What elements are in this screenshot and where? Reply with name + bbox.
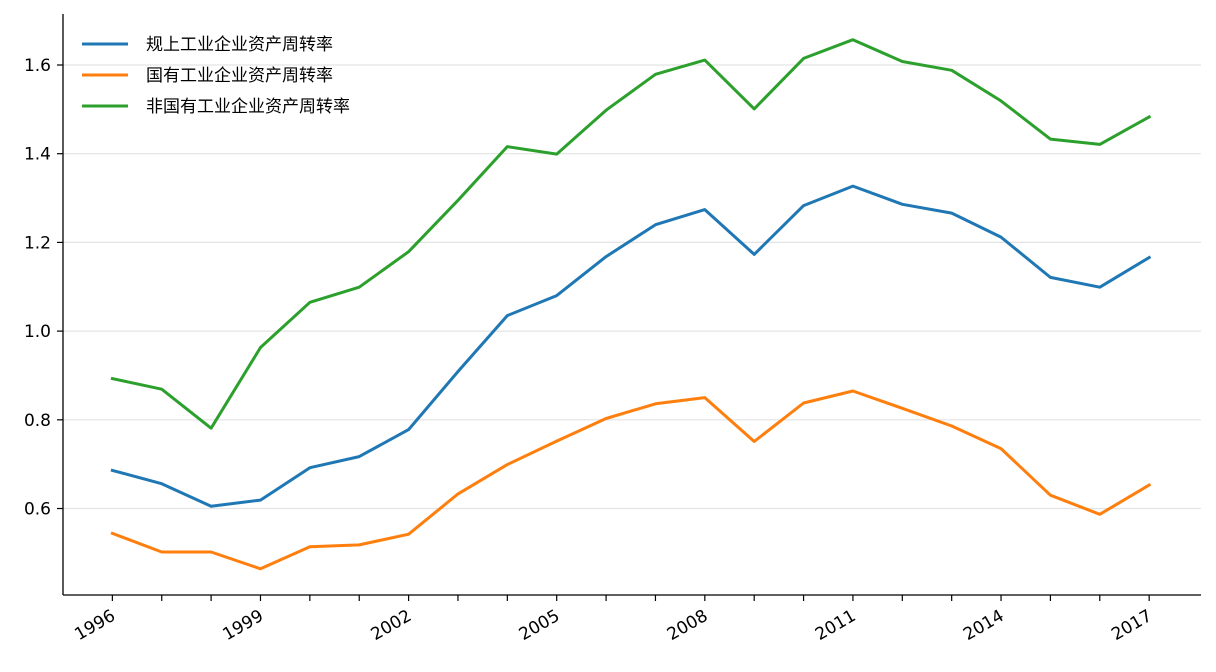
grid-lines: [63, 64, 1201, 510]
series-lines: [110, 38, 1152, 571]
x-tick-label: 2014: [960, 606, 1007, 645]
x-tick-label: 2008: [664, 606, 711, 645]
legend-entry: 国有工业企业资产周转率: [82, 66, 333, 86]
axes: 0.6 0.8 1.0 1.2 1.4 1.6 1996 1999 2002 2005 2008 20…: [24, 14, 1201, 645]
series-line-1: [110, 389, 1152, 571]
series-line-0: [110, 184, 1152, 508]
series-line-2: [110, 38, 1152, 430]
y-tick-label: 1.4: [24, 145, 51, 165]
x-tick-label: 2002: [368, 606, 415, 645]
legend-label: 规上工业企业资产周转率: [146, 35, 333, 55]
legend-label: 国有工业企业资产周转率: [146, 66, 333, 86]
x-tick-label: 2005: [516, 606, 563, 645]
y-tick-label: 1.2: [24, 233, 51, 253]
y-tick-label: 0.8: [24, 411, 51, 431]
y-tick-label: 0.6: [24, 500, 51, 520]
legend-label: 非国有工业企业资产周转率: [146, 97, 350, 117]
y-tick-label: 1.0: [24, 322, 51, 342]
legend-entry: 规上工业企业资产周转率: [82, 35, 333, 55]
x-tick-label: 2017: [1108, 606, 1155, 645]
x-tick-label: 1996: [71, 606, 118, 645]
y-tick-label: 1.6: [24, 56, 51, 76]
legend-entry: 非国有工业企业资产周转率: [82, 97, 350, 117]
x-tick-label: 2011: [812, 606, 859, 645]
x-tick-label: 1999: [220, 606, 267, 645]
